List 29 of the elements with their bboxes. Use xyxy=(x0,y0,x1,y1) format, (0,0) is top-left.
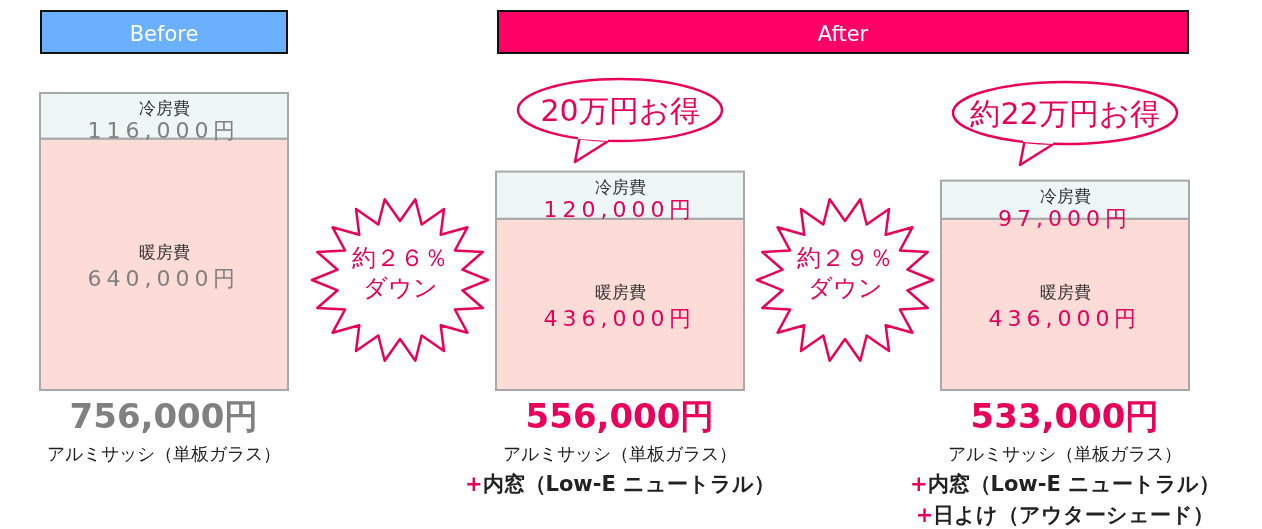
total-label: 533,000円 xyxy=(970,396,1160,436)
data-label: 97,000円 xyxy=(998,205,1132,231)
data-label: 120,000円 xyxy=(543,196,697,222)
annotation: 約22万円お得 xyxy=(970,96,1160,131)
text: Before xyxy=(129,22,199,46)
series-label: 暖房費 xyxy=(594,282,646,303)
annotation: ダウン xyxy=(362,274,438,302)
text: 冷房費 xyxy=(594,176,646,197)
x-tick-label: アルミサッシ（単板ガラス） xyxy=(47,443,281,464)
annotation: 約２９％ xyxy=(797,244,893,272)
annotation: 20万円お得 xyxy=(540,93,700,128)
text: +日よけ（アウターシェード） xyxy=(915,503,1215,527)
total-label: 756,000円 xyxy=(69,396,259,436)
data-label: 436,000円 xyxy=(988,306,1142,332)
x-tick-label: アルミサッシ（単板ガラス） xyxy=(503,443,737,464)
text: +内窓（Low-E ニュートラル） xyxy=(909,472,1221,496)
x-tick-label: アルミサッシ（単板ガラス） xyxy=(948,443,1182,464)
data-label: 116,000円 xyxy=(87,118,241,143)
text: 暖房費 xyxy=(1039,282,1091,303)
total-label: 556,000円 xyxy=(525,396,715,436)
text: After xyxy=(817,22,869,46)
data-label: 640,000円 xyxy=(87,266,241,292)
annotation: 約２６％ xyxy=(352,244,448,272)
data-label: 436,000円 xyxy=(543,306,697,332)
series-label: 冷房費 xyxy=(138,98,190,118)
text: 暖房費 xyxy=(138,242,190,263)
annotation: ダウン xyxy=(807,274,883,302)
text: +内窓（Low-E ニュートラル） xyxy=(464,472,776,496)
text: 冷房費 xyxy=(1039,185,1091,206)
